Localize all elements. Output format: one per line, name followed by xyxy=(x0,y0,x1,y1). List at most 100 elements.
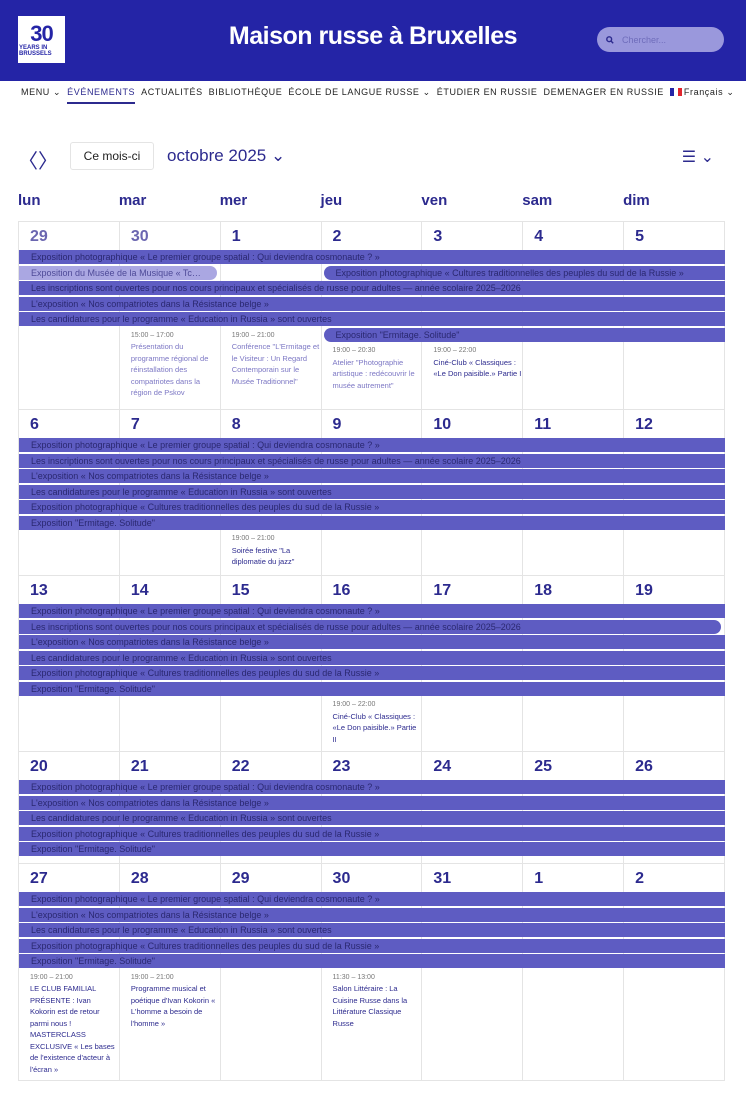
view-selector[interactable]: ☰ ⌄ xyxy=(681,149,714,166)
multiday-event-bar[interactable]: L'exposition « Nos compatriotes dans la … xyxy=(19,795,725,810)
nav-menu[interactable]: MENU ⌄ xyxy=(21,87,62,97)
event-title[interactable]: Présentation du programme régional de ré… xyxy=(130,342,209,397)
multiday-event-bar[interactable]: Les candidatures pour le programme « Edu… xyxy=(19,484,725,499)
day-number[interactable]: 2 xyxy=(635,870,644,887)
day-number[interactable]: 1 xyxy=(231,228,241,245)
multiday-event-bar[interactable]: Exposition du Musée de la Musique « Tc… xyxy=(19,265,217,280)
day-cell[interactable]: 30 xyxy=(322,864,423,1080)
event-title[interactable]: Programme musical et poétique d'Ivan Kok… xyxy=(130,984,216,1028)
event-item[interactable]: 15:00 – 17:00 Présentation du programme r… xyxy=(131,330,219,399)
nav-etudier[interactable]: ÉTUDIER EN RUSSIE xyxy=(436,87,538,97)
this-month-button[interactable]: Ce mois-ci xyxy=(70,142,154,170)
multiday-event-bar[interactable]: Les candidatures pour le programme « Edu… xyxy=(19,923,725,937)
multiday-event-bar[interactable]: Les candidatures pour le programme « Edu… xyxy=(19,650,725,665)
day-number[interactable]: 3 xyxy=(433,228,443,245)
event-item[interactable]: 19:00 – 21:00 Soirée festive "La diplomat… xyxy=(232,533,320,568)
event-item[interactable]: 11:30 – 13:00 Salon Littéraire : La Cuisi… xyxy=(333,972,421,1030)
multiday-event-bar[interactable]: Exposition photographique « Cultures tra… xyxy=(19,666,725,680)
day-number[interactable]: 30 xyxy=(130,228,149,245)
day-number[interactable]: 24 xyxy=(433,758,452,775)
site-title[interactable]: Maison russe à Bruxelles xyxy=(228,22,518,50)
nav-actualites[interactable]: ACTUALITÉS xyxy=(141,87,203,97)
multiday-event-bar[interactable]: Les inscriptions sont ouvertes pour nos … xyxy=(19,619,721,634)
multiday-event-bar[interactable]: Les candidatures pour le programme « Edu… xyxy=(19,811,725,825)
event-title[interactable]: Soirée festive "La diplomatie du jazz" xyxy=(231,545,295,567)
day-number[interactable]: 6 xyxy=(30,416,39,433)
day-number[interactable]: 12 xyxy=(635,416,653,433)
event-item[interactable]: 19:00 – 21:00 LE CLUB FAMILIAL PRÉSENTE :… xyxy=(30,972,118,1076)
day-number[interactable]: 29 xyxy=(30,228,48,245)
day-number[interactable]: 21 xyxy=(130,758,149,775)
day-number[interactable]: 1 xyxy=(534,870,544,887)
event-title[interactable]: Atelier "Photographie artistique : redéc… xyxy=(332,357,415,390)
nav-ecole[interactable]: ÉCOLE DE LANGUE RUSSE ⌄ xyxy=(288,87,431,97)
day-number[interactable]: 10 xyxy=(433,416,452,433)
nav-bibliotheque[interactable]: BIBLIOTHÈQUE xyxy=(208,87,283,97)
event-item[interactable]: 19:00 – 21:00 Conférence "L'Ermitage et l… xyxy=(232,330,320,388)
multiday-event-bar[interactable]: Les candidatures pour le programme « Edu… xyxy=(19,312,725,326)
event-title[interactable]: LE CLUB FAMILIAL PRÉSENTE : Ivan Kokorin… xyxy=(30,984,115,1074)
multiday-event-bar[interactable]: Exposition "Ermitage. Solitude" xyxy=(19,954,725,968)
multiday-event-bar[interactable]: Exposition photographique « Le premier g… xyxy=(19,250,725,264)
multiday-event-bar[interactable]: L'exposition « Nos compatriotes dans la … xyxy=(19,469,725,483)
language-selector[interactable]: Français ⌄ xyxy=(669,87,735,104)
multiday-event-bar[interactable]: Exposition photographique « Cultures tra… xyxy=(19,500,725,514)
day-number[interactable]: 2 xyxy=(332,228,342,245)
day-cell[interactable]: 28 xyxy=(120,864,221,1080)
day-cell[interactable]: 2 xyxy=(624,864,725,1080)
day-number[interactable]: 29 xyxy=(231,870,250,887)
multiday-event-bar[interactable]: L'exposition « Nos compatriotes dans la … xyxy=(19,635,725,649)
month-picker[interactable]: octobre 2025 ⌄ xyxy=(167,146,286,165)
day-number[interactable]: 9 xyxy=(332,416,342,433)
day-number[interactable]: 23 xyxy=(332,758,351,775)
multiday-event-bar[interactable]: Exposition photographique « Cultures tra… xyxy=(323,265,725,280)
day-cell[interactable]: 29 xyxy=(221,864,322,1080)
multiday-event-bar[interactable]: Exposition "Ermitage. Solitude" xyxy=(19,842,725,856)
day-number[interactable]: 30 xyxy=(332,870,351,887)
search-box[interactable] xyxy=(597,27,724,52)
day-number[interactable]: 5 xyxy=(635,228,644,245)
multiday-event-bar[interactable]: Les inscriptions sont ouvertes pour nos … xyxy=(19,281,725,295)
event-item[interactable]: 19:00 – 21:00 Programme musical et poétiq… xyxy=(131,972,219,1030)
multiday-event-bar[interactable]: Exposition "Ermitage. Solitude" xyxy=(19,515,725,530)
next-month-button[interactable]: 〉 xyxy=(38,151,58,173)
day-number[interactable]: 16 xyxy=(332,582,351,599)
day-cell[interactable]: 1 xyxy=(523,864,625,1080)
day-number[interactable]: 26 xyxy=(635,758,653,775)
event-item[interactable]: 19:00 – 20:30 Atelier "Photographie artis… xyxy=(333,345,421,391)
multiday-event-bar[interactable]: Exposition photographique « Le premier g… xyxy=(19,438,725,452)
multiday-event-bar[interactable]: Exposition photographique « Le premier g… xyxy=(19,780,725,794)
nav-demenager[interactable]: DEMENAGER EN RUSSIE xyxy=(543,87,664,97)
day-number[interactable]: 20 xyxy=(30,758,48,775)
logo[interactable]: 30 YEARS IN BRUSSELS xyxy=(18,16,65,63)
day-number[interactable]: 31 xyxy=(433,870,452,887)
event-title[interactable]: Ciné-Club « Classiques : «Le Don paisibl… xyxy=(332,711,417,744)
day-number[interactable]: 11 xyxy=(534,416,552,433)
day-number[interactable]: 15 xyxy=(231,582,250,599)
multiday-event-bar[interactable]: L'exposition « Nos compatriotes dans la … xyxy=(19,907,725,922)
event-title[interactable]: Salon Littéraire : La Cuisine Russe dans… xyxy=(332,984,408,1028)
multiday-event-bar[interactable]: Exposition photographique « Le premier g… xyxy=(19,604,725,618)
multiday-event-bar[interactable]: Exposition "Ermitage. Solitude" xyxy=(323,327,725,342)
event-item[interactable]: 19:00 – 22:00 Ciné-Club « Classiques : «L… xyxy=(333,699,421,745)
day-number[interactable]: 8 xyxy=(231,416,241,433)
day-cell[interactable]: 31 xyxy=(422,864,524,1080)
day-number[interactable]: 25 xyxy=(534,758,553,775)
multiday-event-bar[interactable]: Exposition photographique « Le premier g… xyxy=(19,892,725,906)
day-number[interactable]: 19 xyxy=(635,582,653,599)
event-item[interactable]: 19:00 – 22:00 Ciné-Club « Classiques : «L… xyxy=(433,345,521,380)
multiday-event-bar[interactable]: Exposition "Ermitage. Solitude" xyxy=(19,681,725,696)
day-cell[interactable]: 27 xyxy=(19,864,120,1080)
event-title[interactable]: Conférence "L'Ermitage et le Visiteur : … xyxy=(231,342,320,386)
day-number[interactable]: 27 xyxy=(30,870,48,887)
day-number[interactable]: 7 xyxy=(130,416,140,433)
nav-evenements[interactable]: ÉVÉNEMENTS xyxy=(67,87,136,104)
day-number[interactable]: 28 xyxy=(130,870,149,887)
search-input[interactable] xyxy=(622,34,712,45)
day-number[interactable]: 18 xyxy=(534,582,553,599)
day-number[interactable]: 22 xyxy=(231,758,250,775)
day-number[interactable]: 4 xyxy=(534,228,544,245)
multiday-event-bar[interactable]: Exposition photographique « Cultures tra… xyxy=(19,938,725,953)
prev-month-button[interactable]: 〈 xyxy=(18,151,38,173)
multiday-event-bar[interactable]: L'exposition « Nos compatriotes dans la … xyxy=(19,296,725,311)
